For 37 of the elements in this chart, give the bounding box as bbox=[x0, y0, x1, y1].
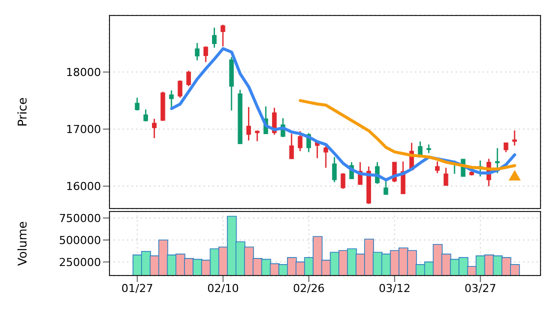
y-tick-label: 750000 bbox=[59, 212, 101, 225]
candlestick bbox=[134, 97, 140, 112]
candlestick bbox=[495, 147, 500, 174]
candlestick bbox=[384, 180, 388, 196]
candlestick bbox=[512, 130, 517, 146]
candlestick bbox=[169, 90, 174, 108]
candlestick bbox=[203, 46, 208, 63]
candlestick bbox=[152, 118, 157, 139]
candlestick bbox=[332, 156, 337, 183]
y-tick-label: 18000 bbox=[66, 66, 101, 79]
candlestick bbox=[298, 130, 302, 152]
candlestick bbox=[435, 160, 440, 174]
x-tick-label: 02/10 bbox=[207, 282, 239, 295]
candlestick bbox=[178, 80, 182, 98]
y-tick-label: 500000 bbox=[59, 234, 101, 247]
candlestick bbox=[444, 167, 448, 186]
candlestick bbox=[400, 160, 406, 194]
y-tick-label: 17000 bbox=[66, 123, 101, 136]
y-tick-label: 250000 bbox=[59, 256, 101, 269]
candlestick bbox=[220, 24, 226, 48]
candlestick bbox=[504, 142, 508, 153]
candlestick bbox=[194, 42, 200, 62]
x-tick-label: 03/27 bbox=[464, 282, 496, 295]
candlestick bbox=[186, 70, 191, 87]
x-tick-label: 01/27 bbox=[121, 282, 154, 295]
candlestick bbox=[340, 172, 346, 190]
y-axis-title: Price bbox=[15, 97, 30, 127]
candlestick bbox=[324, 143, 328, 168]
candlestick bbox=[254, 130, 260, 142]
candlestick bbox=[212, 27, 217, 48]
candlestick bbox=[143, 108, 148, 122]
y-tick-label: 16000 bbox=[66, 180, 101, 194]
x-tick-label: 03/12 bbox=[378, 282, 410, 295]
x-tick-label: 02/26 bbox=[292, 282, 325, 295]
y-axis-title: Volume bbox=[15, 221, 30, 266]
candlestick bbox=[246, 106, 251, 142]
candlestick bbox=[289, 133, 294, 160]
